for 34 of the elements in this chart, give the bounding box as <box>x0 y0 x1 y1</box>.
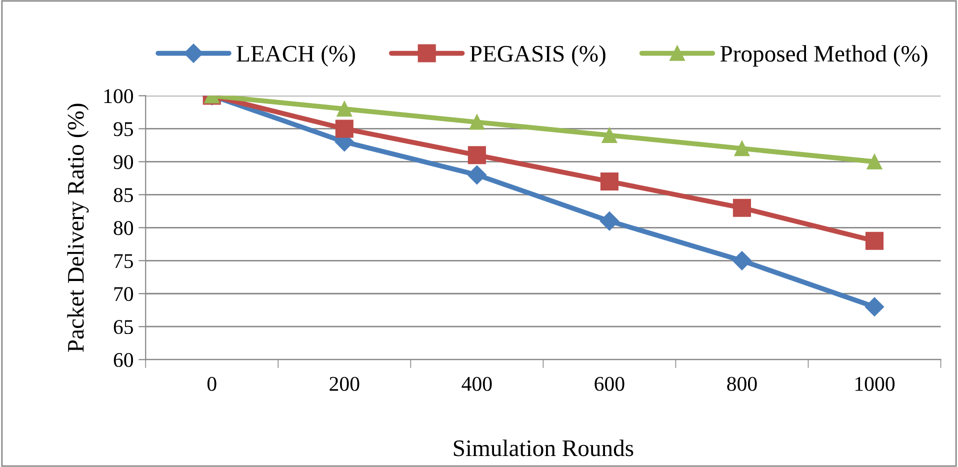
point <box>335 120 354 138</box>
y-tick-label: 85 <box>114 188 133 202</box>
y-tick-label: 60 <box>114 352 134 368</box>
x-tick-label: 400 <box>462 376 492 391</box>
y-tick-label: 95 <box>114 122 133 136</box>
x-tick-label: 800 <box>727 376 757 391</box>
legend-label: PEGASIS (%) <box>470 45 606 67</box>
point <box>864 297 884 316</box>
x-tick-label: 600 <box>594 376 624 391</box>
point <box>732 251 752 270</box>
point <box>336 101 352 117</box>
point <box>600 172 618 191</box>
y-tick-label: 75 <box>114 254 133 268</box>
x-tick-label: 1000 <box>855 376 895 391</box>
x-tick-label: 0 <box>207 376 216 391</box>
point <box>602 128 618 143</box>
y-tick-label: 90 <box>114 155 134 170</box>
y-tick-label: 100 <box>104 89 134 104</box>
point <box>467 165 486 184</box>
x-axis-title: Simulation Rounds <box>454 440 634 456</box>
point <box>734 140 750 156</box>
point <box>600 212 619 231</box>
legend-label: LEACH (%) <box>236 45 355 67</box>
point <box>469 114 485 130</box>
point <box>865 232 884 250</box>
legend-label: Proposed Method (%) <box>720 45 928 67</box>
x-tick-label: 200 <box>330 376 360 391</box>
y-axis-title: Packet Delivery Ratio (%) <box>67 104 89 352</box>
y-tick-label: 70 <box>114 287 134 302</box>
point <box>866 154 882 170</box>
y-tick-label: 80 <box>114 221 134 236</box>
point <box>468 146 486 164</box>
point <box>732 198 751 217</box>
y-tick-label: 65 <box>114 320 133 334</box>
